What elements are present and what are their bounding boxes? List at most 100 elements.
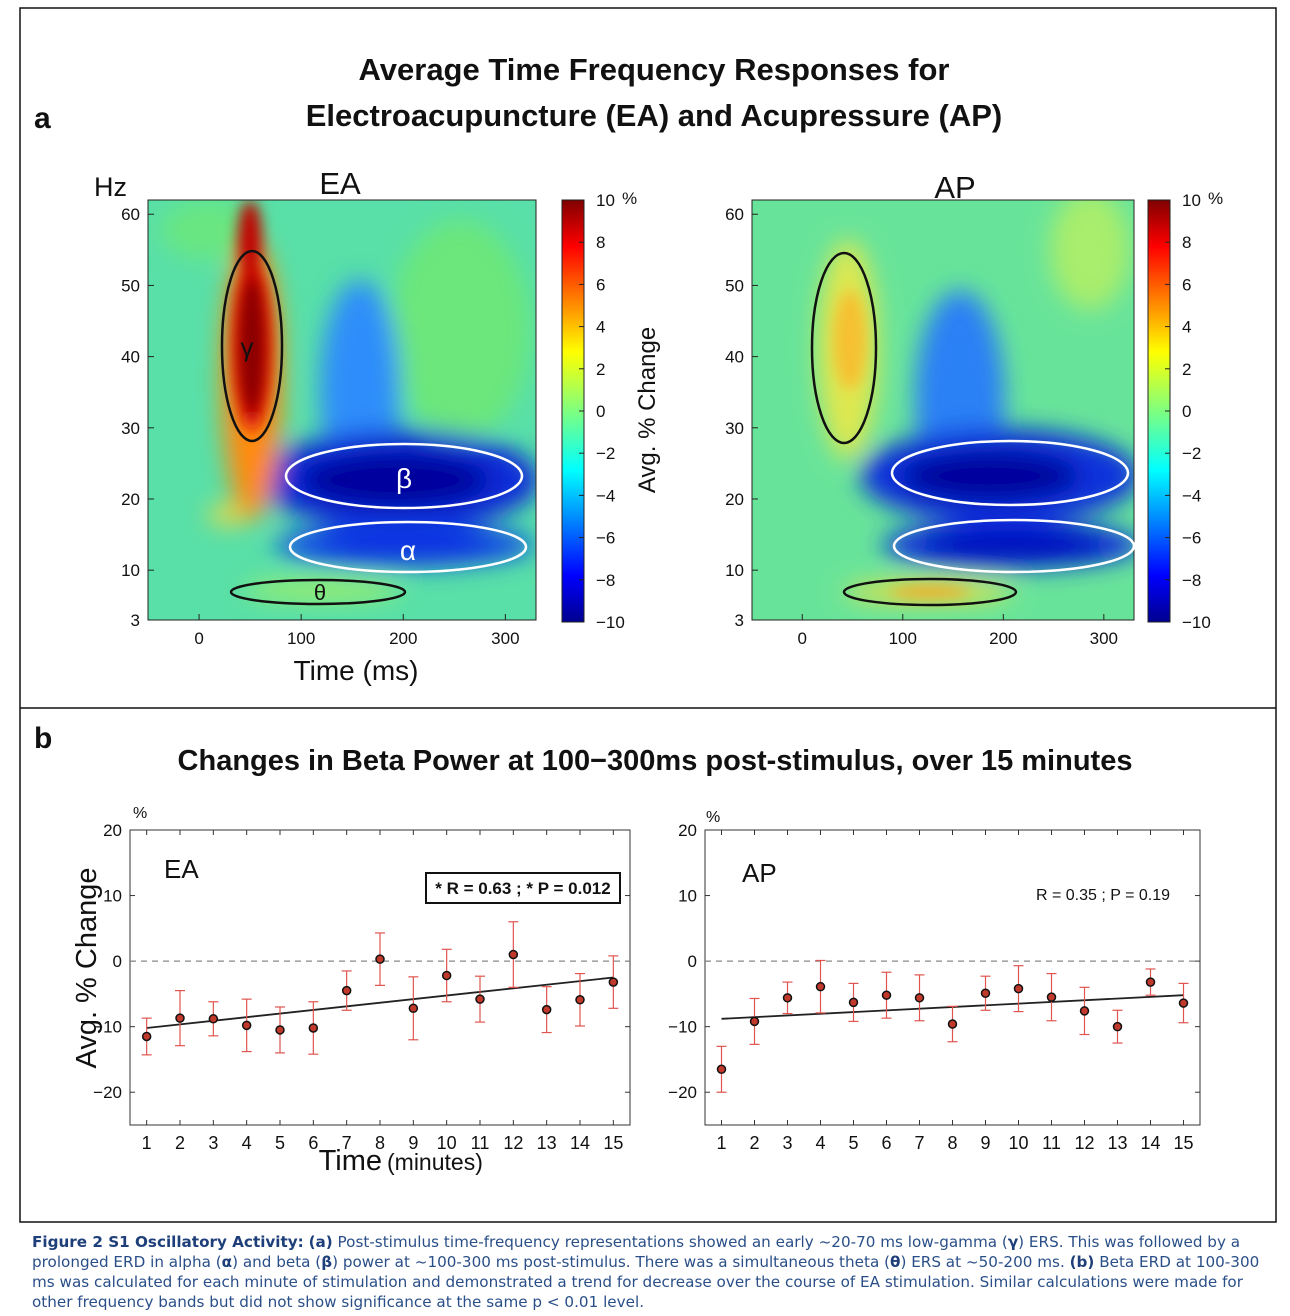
heatmap-y-tick-label: 10 [725,561,744,580]
y-tick-label: −20 [93,1083,122,1102]
ea-colorbar-label: Avg. % Change [634,327,661,493]
ea-beta-plot: % EA Avg. % Change * R = 0.63 ; * P = 0.… [71,805,631,1177]
colorbar-tick-label: −10 [596,613,625,632]
colorbar-tick-label: 0 [1182,402,1191,421]
heatmap-y-tick-label: 20 [725,490,744,509]
heatmap-y-tick-label: 3 [735,611,744,630]
colorbar-tick-label: 10 [1182,191,1201,210]
data-point [1079,1006,1090,1016]
data-point [208,1014,219,1024]
ea-gamma-label: γ [241,332,254,362]
x-tick-label: 5 [275,1133,285,1153]
heatmap-x-tick-label: 300 [1090,629,1118,648]
ap-alpha-ellipse [892,518,1136,574]
heatmap-y-tick-label: 60 [725,205,744,224]
heatmap-y-tick-label: 20 [121,490,140,509]
ea-theta-ellipse [229,578,407,606]
ap-heatmap-axes: 0 100 200 300 3 10 20 30 40 50 60 [725,205,1118,648]
data-point [1046,992,1057,1002]
x-tick-label: 10 [437,1133,457,1153]
ap-plot-title: AP [742,858,777,888]
heatmap-y-tick-label: 60 [121,205,140,224]
colorbar-tick-label: 0 [596,402,605,421]
data-point [275,1025,285,1035]
colorbar-tick-label: 6 [1182,275,1191,294]
data-point [848,997,859,1008]
ap-beta-ellipse [890,439,1130,507]
caption-b-tag: (b) [1069,1253,1095,1271]
caption-gamma: γ [1007,1233,1019,1251]
ea-heatmap-axes: 0 100 200 300 3 10 20 30 40 50 60 [121,205,519,648]
ea-stats-box [425,872,621,904]
heatmap-y-tick-label: 3 [131,611,140,630]
x-tick-label: 4 [242,1133,252,1153]
x-tick-label: 10 [1008,1133,1028,1153]
x-tick-label: 7 [914,1133,924,1153]
data-point [815,981,826,992]
data-point [947,1019,958,1029]
data-point [441,970,452,981]
ea-heatmap-title: EA [319,166,361,201]
colorbar-tick-label: 10 [596,191,615,210]
caption-a-text-3: ) and beta ( [232,1253,322,1271]
heatmap-x-tick-label: 100 [287,629,315,648]
x-tick-label: 1 [142,1133,152,1153]
heatmap-y-tick-label: 40 [121,348,140,367]
ap-heatmap-field [752,200,1134,620]
ea-heatmap-field [148,200,536,620]
caption-b-text: Beta ERD at 100-300 ms was calculated fo… [32,1253,1260,1311]
caption-theta: θ [890,1253,901,1271]
colorbar-tick-label: −2 [1182,444,1201,463]
heatmap-y-tick-label: 40 [725,348,744,367]
x-tick-label: 15 [603,1133,623,1153]
x-tick-label: 6 [308,1133,318,1153]
ap-gamma-ellipse [810,251,878,445]
x-tick-label: 3 [208,1133,218,1153]
x-tick-label: 8 [375,1133,385,1153]
data-point [175,1013,185,1023]
data-point [914,993,925,1003]
data-point [1013,983,1024,994]
heatmap-x-tick-label: 200 [389,629,417,648]
ap-colorbar-unit: % [1208,189,1223,208]
caption-alpha: α [221,1253,233,1271]
data-point [541,1004,552,1015]
x-tick-label: 13 [1107,1133,1127,1153]
y-tick-label: 0 [688,952,697,971]
y-tick-label: −10 [668,1018,697,1037]
x-tick-label: 8 [947,1133,957,1153]
ea-beta-ellipse [284,442,524,510]
caption-beta: β [321,1253,333,1271]
x-tick-label: 6 [881,1133,891,1153]
colorbar-tick-label: 4 [1182,318,1191,337]
data-point [881,990,892,1000]
ea-heatmap-frame [147,199,537,621]
x-tick-label: 15 [1173,1133,1193,1153]
heatmap-y-tick-label: 30 [725,419,744,438]
caption-a-text-5: ) ERS at ~50-200 ms. [900,1253,1065,1271]
heatmap-x-tick-label: 0 [194,629,203,648]
x-tick-label: 14 [570,1133,590,1153]
figure-title-line1: Average Time Frequency Responses for [359,52,950,87]
figure-title-line2: Electroacupuncture (EA) and Acupressure … [306,98,1003,133]
caption-label: Figure 2 S1 Oscillatory Activity: [32,1233,304,1251]
ea-colorbar-unit: % [622,189,637,208]
caption-a-tag: (a) [308,1233,333,1251]
ea-gamma-ellipse [220,249,284,443]
ea-beta-label: β [396,463,412,494]
data-point [716,1064,727,1075]
caption-a-text-1: Post-stimulus time-frequency representat… [337,1233,1008,1251]
colorbar-tick-label: −6 [596,529,615,548]
y-tick-label: 10 [103,887,122,906]
y-tick-label: −10 [93,1018,122,1037]
colorbar-tick-label: −6 [1182,529,1201,548]
colorbar-tick-label: 2 [1182,360,1191,379]
heatmap-y-tick-label: 30 [121,419,140,438]
ea-alpha-ellipse [288,520,528,574]
data-point [408,1003,419,1014]
data-point [608,977,619,987]
figure-caption: Figure 2 S1 Oscillatory Activity: (a) Po… [32,1232,1276,1312]
